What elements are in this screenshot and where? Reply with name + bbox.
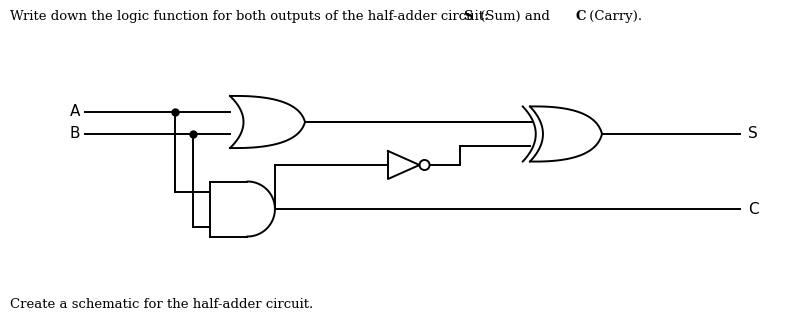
Text: (Sum) and: (Sum) and (476, 10, 553, 23)
Text: B: B (70, 127, 80, 142)
Text: C: C (576, 10, 586, 23)
Text: Write down the logic function for both outputs of the half-adder circuit:: Write down the logic function for both o… (10, 10, 492, 23)
Text: (Carry).: (Carry). (585, 10, 642, 23)
Text: Create a schematic for the half-adder circuit.: Create a schematic for the half-adder ci… (10, 298, 313, 311)
Text: A: A (70, 105, 80, 119)
Text: S: S (464, 10, 473, 23)
Text: C: C (748, 201, 759, 216)
Text: S: S (748, 127, 758, 142)
